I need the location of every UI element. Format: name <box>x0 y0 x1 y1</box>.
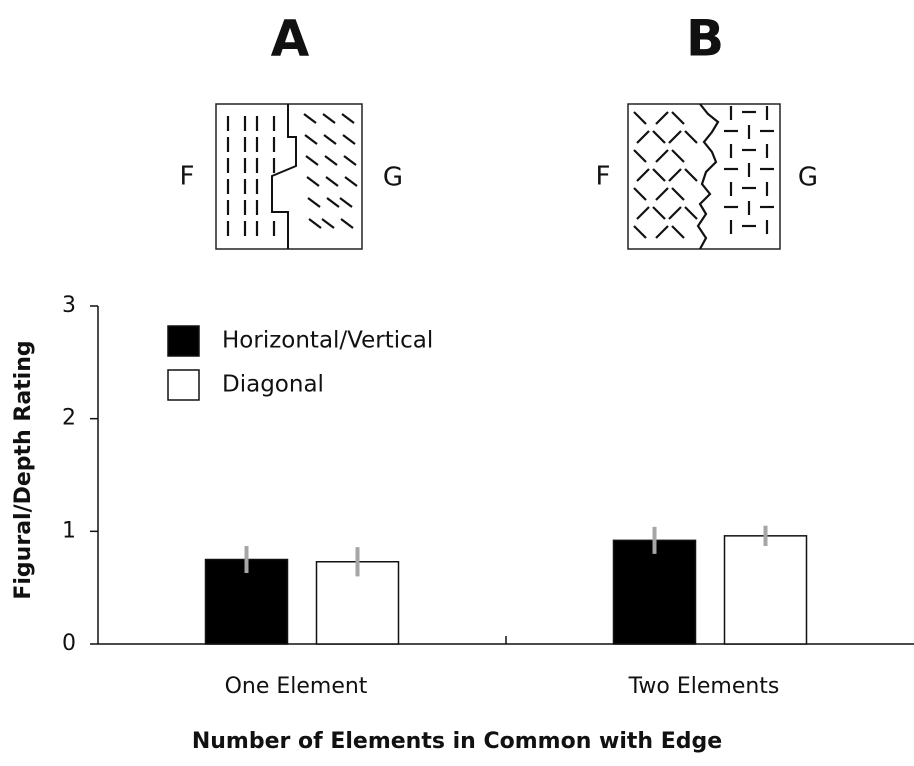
texture-element <box>308 218 322 229</box>
texture-element <box>306 176 320 187</box>
edge <box>271 104 297 249</box>
texture-element <box>322 113 336 124</box>
legend-label: Horizontal/Vertical <box>222 328 433 354</box>
texture-element <box>636 206 650 220</box>
edge <box>696 103 720 250</box>
texture-element <box>652 130 666 144</box>
y-tick-label: 2 <box>62 406 76 431</box>
texture-element <box>652 206 666 220</box>
texture-element <box>684 206 698 220</box>
texture-element <box>305 155 319 166</box>
texture-element <box>324 155 338 166</box>
x-axis-title: Number of Elements in Common with Edge <box>192 729 722 754</box>
texture-element <box>633 149 647 163</box>
y-tick-label: 1 <box>62 518 76 543</box>
texture-element <box>321 218 335 229</box>
texture-element <box>655 111 669 125</box>
figure-label: F <box>180 162 195 192</box>
texture-element <box>655 187 669 201</box>
panel-title: A <box>271 10 310 68</box>
ground-label: G <box>798 163 818 193</box>
texture-element <box>304 134 318 145</box>
y-tick-label: 0 <box>62 631 76 656</box>
texture-element <box>633 225 647 239</box>
texture-element <box>671 149 685 163</box>
texture-element <box>655 225 669 239</box>
texture-element <box>684 130 698 144</box>
texture-element <box>343 155 357 166</box>
texture-element <box>325 176 339 187</box>
texture-element <box>340 218 354 229</box>
texture-element <box>303 113 317 124</box>
texture-element <box>671 225 685 239</box>
texture-element <box>339 197 353 208</box>
figure-label: F <box>596 162 611 192</box>
y-tick-label: 3 <box>62 293 76 318</box>
texture-element <box>671 111 685 125</box>
texture-element <box>636 130 650 144</box>
panel-title: B <box>686 10 724 68</box>
texture-element <box>633 187 647 201</box>
illustrations <box>215 103 781 250</box>
texture-element <box>655 149 669 163</box>
texture-element <box>668 130 682 144</box>
bar <box>612 539 697 645</box>
legend-label: Diagonal <box>222 372 324 398</box>
texture-element <box>668 168 682 182</box>
texture-element <box>636 168 650 182</box>
legend-swatch <box>167 325 200 357</box>
texture-element <box>307 197 321 208</box>
texture-element <box>323 134 337 145</box>
legend-swatch <box>167 369 200 401</box>
texture-element <box>668 206 682 220</box>
texture-element <box>342 134 356 145</box>
texture-element <box>326 197 340 208</box>
x-tick-label: Two Elements <box>628 674 780 699</box>
x-tick-label: One Element <box>225 674 368 699</box>
texture-element <box>671 187 685 201</box>
ground-label: G <box>383 163 403 193</box>
texture-element <box>652 168 666 182</box>
texture-element <box>684 168 698 182</box>
bar <box>204 558 289 645</box>
texture-element <box>344 176 358 187</box>
texture-element <box>341 113 355 124</box>
bar <box>723 535 808 645</box>
texture-element <box>633 111 647 125</box>
y-axis-title: Figural/Depth Rating <box>11 340 36 599</box>
